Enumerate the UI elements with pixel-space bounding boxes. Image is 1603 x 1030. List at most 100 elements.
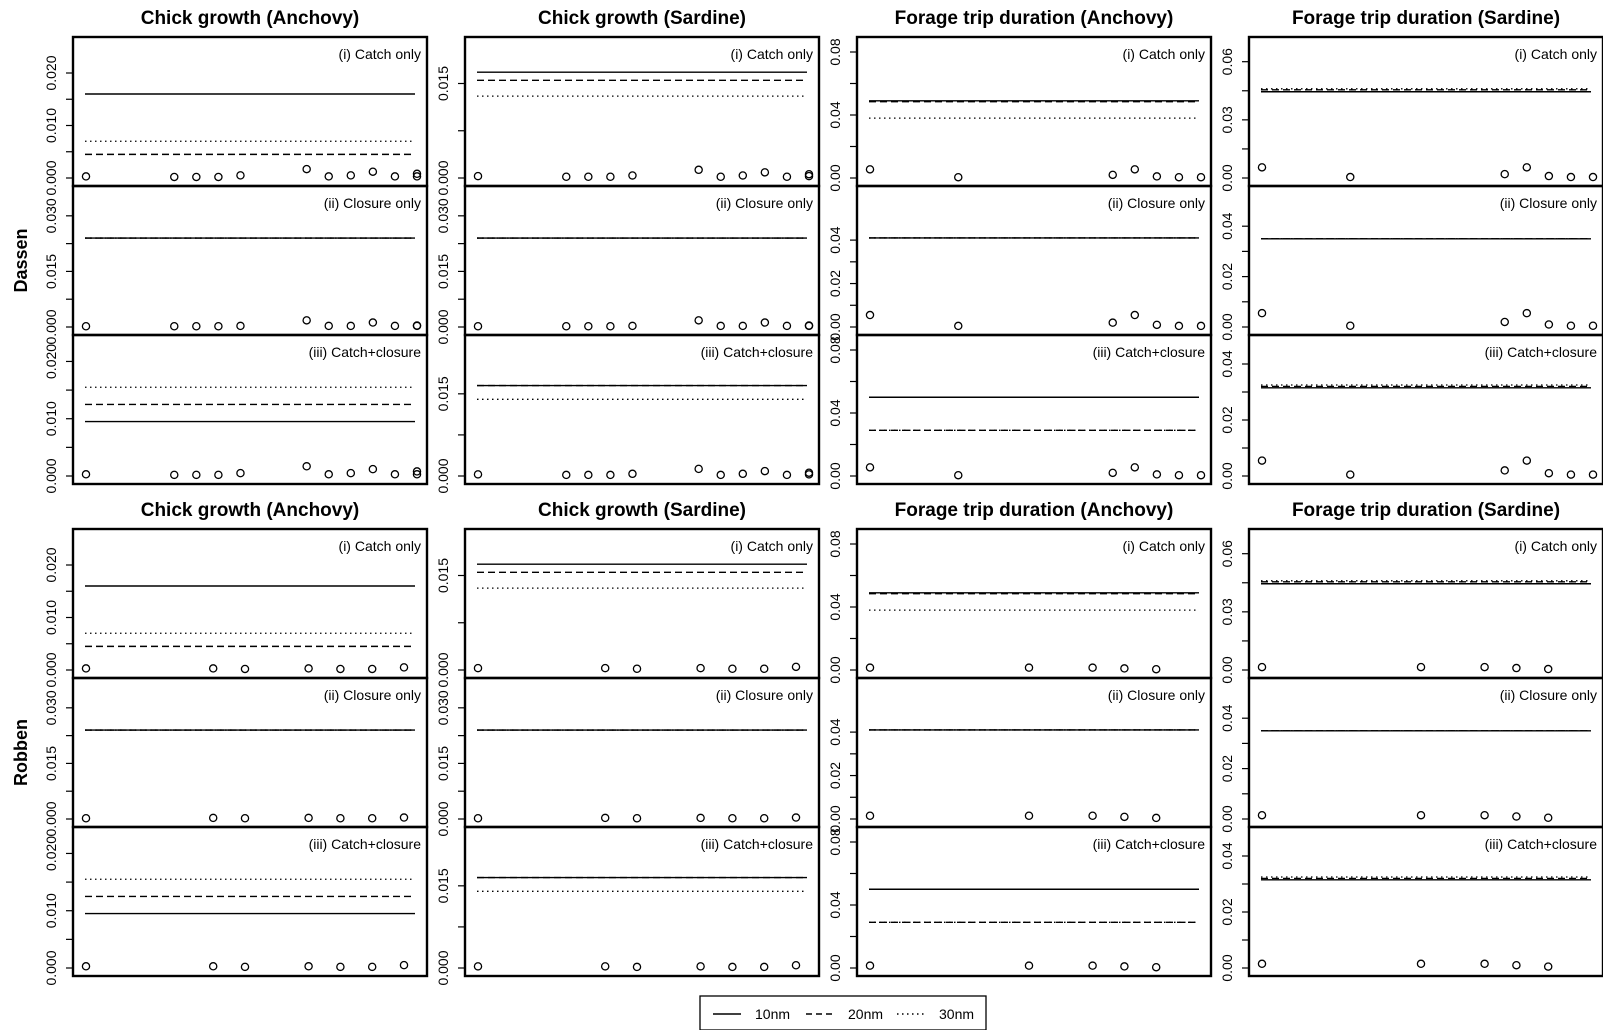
- subpanel-label: (ii) Closure only: [324, 195, 421, 211]
- data-point: [1174, 470, 1184, 480]
- subpanel-label: (ii) Closure only: [1108, 687, 1205, 703]
- data-point: [346, 171, 356, 180]
- data-point: [81, 172, 91, 181]
- data-point: [1522, 456, 1532, 465]
- data-point: [632, 962, 642, 972]
- y-tick-label: 0.000: [435, 458, 451, 493]
- y-tick-label: 0.015: [435, 66, 451, 101]
- data-point: [324, 470, 333, 479]
- data-point: [1196, 172, 1206, 182]
- data-point: [562, 172, 571, 181]
- data-point: [606, 322, 615, 331]
- subpanel-frame: [1247, 825, 1603, 978]
- data-point: [81, 470, 91, 479]
- y-tick-label: 0.015: [435, 254, 451, 289]
- data-point: [1108, 170, 1117, 180]
- data-point: [192, 172, 201, 182]
- data-point: [412, 321, 422, 330]
- data-point: [1024, 961, 1034, 970]
- data-point: [760, 318, 770, 327]
- data-point: [304, 813, 313, 823]
- data-point: [399, 813, 409, 822]
- y-tick-label: 0.02: [827, 270, 843, 297]
- data-point: [346, 468, 356, 478]
- subpanel-frame: [1247, 333, 1603, 486]
- y-tick-label: 0.03: [1219, 598, 1235, 625]
- panel-title: Forage trip duration (Anchovy): [895, 500, 1174, 521]
- data-point: [696, 962, 705, 971]
- subpanel-label: (i) Catch only: [731, 46, 813, 62]
- data-point: [473, 322, 483, 331]
- data-point: [367, 962, 377, 972]
- y-tick-label: 0.00: [1219, 313, 1235, 340]
- y-tick-label: 0.000: [43, 309, 59, 344]
- subpanel-label: (i) Catch only: [1515, 46, 1597, 62]
- y-tick-label: 0.010: [43, 108, 59, 143]
- data-point: [1543, 962, 1553, 971]
- y-tick-label: 0.08: [827, 828, 843, 855]
- data-point: [1500, 466, 1509, 475]
- data-point: [1522, 308, 1532, 318]
- data-point: [1257, 163, 1267, 172]
- data-point: [208, 813, 218, 823]
- subpanel: 0.000 0.015 (i) Catch only: [435, 527, 821, 688]
- data-point: [236, 468, 245, 478]
- subpanel: 0.000 0.015 0.030 (ii) Closure only: [43, 184, 429, 345]
- y-tick-label: 0.02: [1219, 898, 1235, 925]
- subpanel: 0.000 0.010 0.020 (iii) Catch+closure: [43, 825, 429, 986]
- y-tick-label: 0.000: [43, 458, 59, 493]
- legend: 10nm 20nm 30nm: [699, 995, 987, 1030]
- data-point: [791, 662, 801, 672]
- data-point: [1196, 470, 1206, 480]
- data-point: [632, 664, 642, 673]
- data-point: [304, 962, 313, 971]
- y-tick-label: 0.010: [43, 401, 59, 436]
- subpanel: 0.00 0.02 0.04 (iii) Catch+closure: [1219, 825, 1603, 982]
- data-point: [1346, 321, 1355, 330]
- subpanel-label: (i) Catch only: [1123, 538, 1205, 554]
- data-point: [214, 322, 223, 331]
- panel-title: Chick growth (Sardine): [538, 500, 746, 521]
- data-point: [412, 467, 422, 476]
- data-point: [1543, 813, 1553, 822]
- subpanel: 0.000 0.010 0.020 (iii) Catch+closure: [43, 333, 429, 494]
- data-point: [412, 172, 422, 181]
- data-point: [1024, 811, 1034, 820]
- data-point: [1108, 318, 1117, 327]
- data-point: [865, 811, 875, 820]
- data-point: [782, 321, 792, 331]
- subpanel-label: (iii) Catch+closure: [309, 344, 422, 360]
- y-tick-label: 0.03: [1219, 106, 1235, 133]
- data-point: [628, 321, 637, 331]
- data-point: [954, 470, 963, 480]
- data-point: [390, 321, 400, 331]
- legend-label: 30nm: [939, 1006, 974, 1022]
- data-point: [399, 663, 409, 672]
- data-point: [81, 664, 91, 673]
- legend-label: 20nm: [848, 1006, 883, 1022]
- panel-title: Chick growth (Anchovy): [141, 500, 360, 521]
- data-point: [1588, 321, 1598, 330]
- data-point: [600, 663, 610, 673]
- data-point: [782, 470, 792, 480]
- y-tick-label: 0.00: [827, 462, 843, 489]
- data-point: [240, 814, 250, 823]
- data-point: [1416, 662, 1426, 672]
- data-point: [606, 172, 615, 181]
- data-point: [399, 960, 409, 970]
- y-tick-label: 0.04: [1219, 212, 1235, 239]
- data-point: [368, 167, 378, 176]
- data-point: [1088, 811, 1097, 820]
- y-tick-label: 0.02: [827, 762, 843, 789]
- legend-label: 10nm: [755, 1006, 790, 1022]
- subpanel-frame: [71, 825, 429, 978]
- data-point: [1130, 310, 1140, 320]
- data-point: [302, 462, 311, 471]
- data-point: [1257, 662, 1267, 672]
- y-tick-label: 0.04: [827, 101, 843, 128]
- data-point: [473, 962, 483, 971]
- data-point: [760, 168, 770, 177]
- data-point: [606, 470, 615, 480]
- subpanel-label: (ii) Closure only: [716, 195, 813, 211]
- data-point: [367, 664, 377, 674]
